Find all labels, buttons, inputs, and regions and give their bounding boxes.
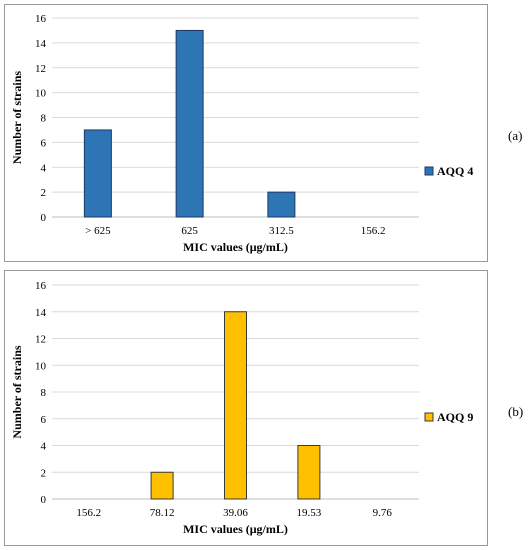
x-tick-label: 9.76 bbox=[373, 507, 393, 519]
legend-swatch bbox=[424, 166, 434, 176]
chart-b-svg: 0 2 4 6 8 10 12 14 16 156.2 78.12 39.06 19.53 9.76 MIC… bbox=[10, 280, 473, 536]
y-tick-label: 10 bbox=[35, 88, 47, 100]
x-tick-label: 625 bbox=[181, 225, 198, 237]
y-tick-label: 6 bbox=[41, 414, 47, 426]
y-tick-label: 8 bbox=[41, 387, 47, 399]
x-tick-label: 156.2 bbox=[361, 225, 386, 237]
y-tick-label: 2 bbox=[41, 467, 47, 479]
y-axis-title: Number of strains bbox=[10, 345, 24, 438]
legend-swatch bbox=[424, 412, 434, 422]
y-tick-label: 0 bbox=[41, 212, 47, 224]
x-tick-label: 39.06 bbox=[223, 507, 248, 519]
bar bbox=[83, 129, 112, 218]
y-tick-label: 16 bbox=[35, 280, 47, 292]
bar bbox=[150, 471, 174, 500]
bar bbox=[267, 191, 296, 218]
y-tick-label: 2 bbox=[41, 187, 47, 199]
y-tick-label: 6 bbox=[41, 137, 47, 149]
panel-label-a: (a) bbox=[508, 128, 523, 143]
chart-a-svg: 0 2 4 6 8 10 12 14 16 > 625 625 312.5 156.2 MIC value… bbox=[10, 13, 473, 254]
x-tick-label: 156.2 bbox=[76, 507, 101, 519]
y-tick-label: 10 bbox=[35, 360, 47, 372]
x-axis-title: MIC values (μg/mL) bbox=[183, 240, 288, 254]
bar bbox=[175, 29, 204, 218]
x-tick-label: 78.12 bbox=[150, 507, 175, 519]
x-tick-label: > 625 bbox=[85, 225, 111, 237]
y-tick-label: 8 bbox=[41, 113, 47, 125]
y-tick-label: 14 bbox=[35, 38, 47, 50]
panel-label-b: (b) bbox=[508, 404, 524, 419]
y-tick-label: 14 bbox=[35, 307, 47, 319]
legend-label: AQQ 4 bbox=[437, 164, 473, 178]
y-tick-label: 0 bbox=[41, 494, 47, 506]
y-tick-label: 4 bbox=[41, 441, 47, 453]
x-axis-title: MIC values (μg/mL) bbox=[183, 522, 288, 536]
y-axis-title: Number of strains bbox=[10, 71, 24, 164]
chart-panel-b: 0 2 4 6 8 10 12 14 16 156.2 78.12 39.06 19.53 9.76 MIC… bbox=[4, 270, 488, 546]
x-tick-label: 312.5 bbox=[269, 225, 294, 237]
y-tick-label: 16 bbox=[35, 13, 47, 25]
y-tick-label: 12 bbox=[35, 334, 46, 346]
legend-label: AQQ 9 bbox=[437, 410, 473, 424]
x-tick-label: 19.53 bbox=[297, 507, 322, 519]
bar bbox=[224, 311, 247, 500]
y-tick-label: 4 bbox=[41, 162, 47, 174]
bar bbox=[297, 445, 321, 500]
chart-panel-a: 0 2 4 6 8 10 12 14 16 > 625 625 312.5 156.2 MIC value… bbox=[4, 4, 488, 262]
y-tick-label: 12 bbox=[35, 63, 46, 75]
